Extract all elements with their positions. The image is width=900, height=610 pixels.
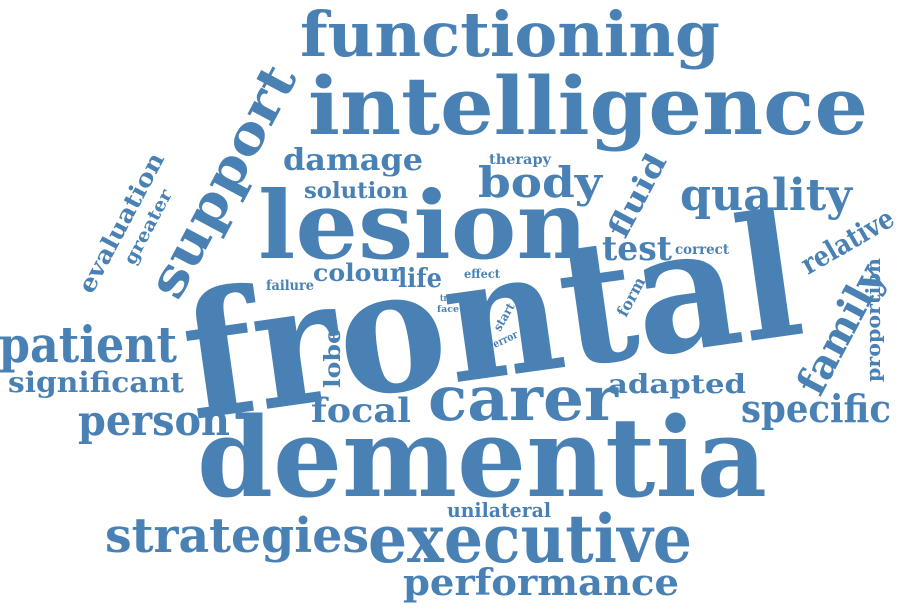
word-solution: solution: [304, 178, 408, 204]
word-test: test: [602, 229, 672, 269]
word-executive: executive: [368, 500, 692, 578]
word-face: face: [437, 305, 459, 315]
word-unilateral: unilateral: [447, 498, 551, 522]
word-body: body: [478, 158, 604, 207]
word-functioning: functioning: [300, 0, 720, 71]
word-damage: damage: [283, 143, 423, 178]
word-therapy: therapy: [489, 152, 552, 168]
word-carer: carer: [428, 362, 619, 435]
word-quality: quality: [680, 170, 853, 221]
word-effect: effect: [464, 267, 500, 281]
word-performance: performance: [403, 562, 679, 604]
word-significant: significant: [8, 366, 184, 399]
word-strategies: strategies: [105, 508, 369, 564]
word-intelligence: intelligence: [308, 59, 868, 153]
word-failure: failure: [266, 278, 314, 294]
word-dementia: dementia: [197, 393, 767, 522]
word-focal: focal: [311, 391, 411, 431]
word-patient: patient: [0, 315, 177, 374]
word-specific: specific: [741, 386, 891, 431]
word-lobe: lobe: [320, 328, 346, 388]
word-correct: correct: [675, 242, 730, 258]
word-person: person: [78, 396, 230, 445]
word-proportion: proportion: [861, 258, 885, 382]
word-adapted: adapted: [608, 370, 746, 400]
word-life: life: [398, 264, 442, 294]
word-trial: trial: [440, 294, 458, 304]
word-colour: colour: [313, 258, 403, 287]
word-lesion: lesion: [258, 171, 588, 281]
